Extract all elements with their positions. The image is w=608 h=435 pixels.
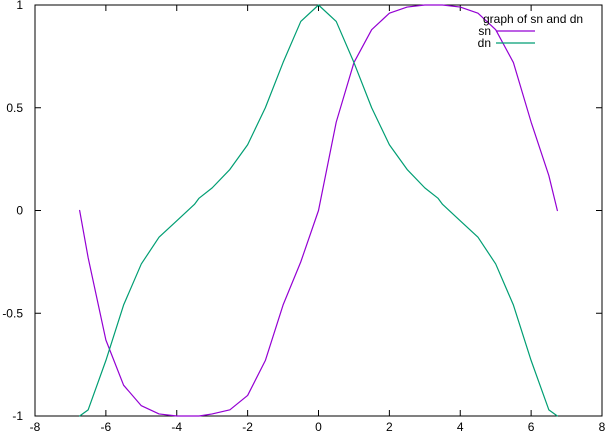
x-axis-ticks: -8 -6 -4 -2 0 2 4 6 8	[30, 5, 606, 434]
series-line-sn	[79, 4, 558, 417]
y-tick-label: 0	[16, 204, 23, 218]
legend-label-sn: sn	[478, 24, 491, 38]
y-tick-label: 1	[16, 0, 23, 12]
x-tick-label: -6	[101, 420, 112, 434]
x-tick-label: 6	[528, 420, 535, 434]
x-tick-label: -8	[30, 420, 41, 434]
x-tick-label: -2	[242, 420, 253, 434]
legend-title: graph of sn and dn	[483, 12, 583, 26]
y-tick-label: -1	[12, 409, 23, 423]
x-tick-label: 2	[386, 420, 393, 434]
x-tick-label: 8	[599, 420, 606, 434]
x-tick-label: 4	[457, 420, 464, 434]
legend: graph of sn and dn sn dn	[478, 12, 583, 50]
x-tick-label: -4	[171, 420, 182, 434]
series-line-dn	[79, 4, 558, 417]
y-axis-ticks: -1 -0.5 0 0.5 1	[2, 0, 602, 423]
y-tick-label: 0.5	[6, 101, 23, 115]
series-lines	[79, 4, 558, 417]
legend-label-dn: dn	[478, 36, 491, 50]
x-tick-label: 0	[315, 420, 322, 434]
y-tick-label: -0.5	[2, 306, 23, 320]
